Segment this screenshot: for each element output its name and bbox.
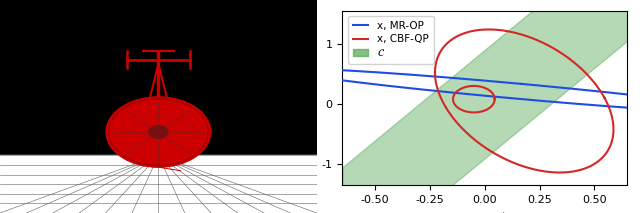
x, MR-OP — [518, 83, 525, 85]
x, CBF-QP — [600, 96, 608, 99]
Bar — [0, 155, 317, 213]
Circle shape — [149, 126, 168, 138]
x, CBF-QP — [484, 28, 492, 31]
Y-axis label: $\dot{\theta}_y$: $\dot{\theta}_y$ — [293, 76, 308, 98]
x, CBF-QP — [556, 171, 563, 174]
x, CBF-QP — [565, 171, 573, 173]
x, CBF-QP — [499, 156, 506, 159]
Legend: x, MR-OP, x, CBF-QP, $\mathcal{C}$: x, MR-OP, x, CBF-QP, $\mathcal{C}$ — [348, 16, 434, 63]
x, MR-OP — [431, 75, 439, 78]
x, MR-OP — [518, 83, 525, 85]
Line: x, MR-OP: x, MR-OP — [285, 69, 640, 113]
x, CBF-QP — [470, 138, 477, 140]
Line: x, CBF-QP: x, CBF-QP — [435, 29, 614, 173]
x, CBF-QP — [602, 152, 610, 154]
x, MR-OP — [615, 106, 623, 108]
X-axis label: $\theta_y - \theta_y^*$: $\theta_y - \theta_y^*$ — [462, 211, 508, 213]
Circle shape — [106, 97, 211, 167]
x, CBF-QP — [483, 147, 490, 150]
x, CBF-QP — [600, 96, 608, 99]
x, MR-OP — [294, 68, 302, 70]
x, CBF-QP — [580, 70, 588, 72]
